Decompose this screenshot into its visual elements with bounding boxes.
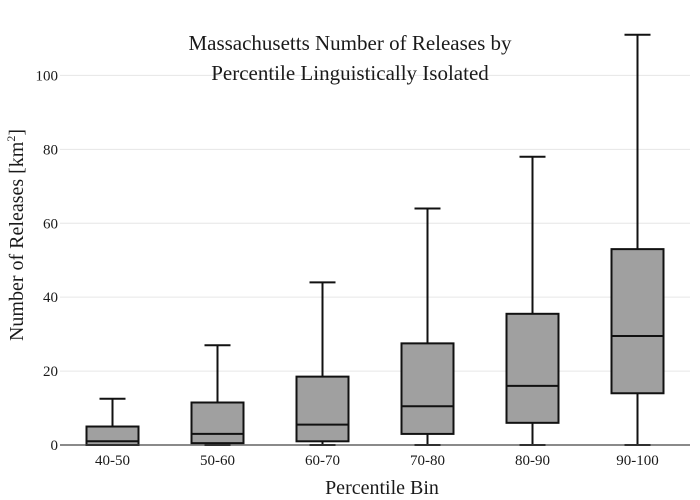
x-axis-title: Percentile Bin [325, 477, 439, 499]
box-group-50-60 [190, 344, 245, 446]
box-series [85, 33, 665, 446]
iqr-box [400, 342, 455, 435]
box-group-60-70 [295, 281, 350, 446]
chart-title-line-2: Percentile Linguistically Isolated [211, 61, 489, 85]
chart-title-line-1: Massachusetts Number of Releases by [188, 31, 512, 55]
grid-lines [60, 74, 690, 372]
box-group-90-100 [610, 33, 665, 446]
y-tick-label: 80 [43, 142, 58, 158]
y-tick-label: 100 [36, 68, 59, 84]
y-tick-label: 60 [43, 216, 58, 232]
x-tick-label: 50-60 [200, 453, 235, 469]
y-axis-title-superscript: 2 [4, 136, 18, 142]
iqr-box [190, 401, 245, 445]
y-tick-label: 0 [51, 438, 59, 454]
iqr-box [505, 312, 560, 424]
y-tick-labels: 0 20 40 60 80 100 [36, 68, 59, 454]
y-axis-title: Number of Releases [km2] [4, 129, 28, 341]
iqr-box [295, 375, 350, 443]
y-tick-label: 40 [43, 290, 58, 306]
x-tick-labels: 40-50 50-60 60-70 70-80 80-90 90-100 [95, 453, 659, 469]
iqr-box [610, 248, 665, 395]
x-tick-label: 90-100 [616, 453, 659, 469]
y-axis-title-bracket: ] [6, 129, 28, 136]
x-tick-label: 60-70 [305, 453, 340, 469]
x-tick-label: 80-90 [515, 453, 550, 469]
box-group-80-90 [505, 155, 560, 446]
y-axis-title-text: Number of Releases [km [6, 141, 28, 341]
box-group-70-80 [400, 207, 455, 446]
y-tick-label: 20 [43, 364, 58, 380]
x-tick-label: 40-50 [95, 453, 130, 469]
box-group-40-50 [85, 397, 140, 446]
x-tick-label: 70-80 [410, 453, 445, 469]
